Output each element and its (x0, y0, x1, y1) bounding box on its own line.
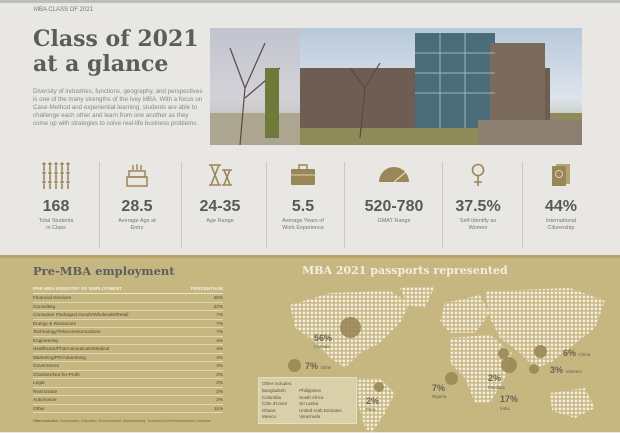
cake-icon (97, 160, 177, 190)
table-row: Marketing/PR/Advertising 4% (33, 354, 223, 362)
country-item: Côte d'Ivoire (262, 401, 288, 407)
table-row: Government 3% (33, 362, 223, 371)
stat-gmat-range: 520-780 GMAT Range (352, 160, 436, 225)
bubble-china (534, 345, 547, 358)
table-row: Energy & Resources 7% (33, 320, 223, 328)
stat-international: 44% International Citizenship (521, 160, 601, 232)
bubble-other (288, 359, 301, 372)
table-row: Engineering 4% (33, 337, 223, 345)
bubble-canada (340, 317, 361, 338)
country-item: Ghana (262, 407, 276, 413)
bubble-nigeria (445, 372, 458, 385)
table-row: Consumer Packaged Goods/Wholesale/Retail… (33, 311, 223, 320)
country-item: Mexico (262, 414, 277, 420)
country-item: Colombia (262, 394, 282, 400)
country-item: Venezuela (299, 414, 321, 420)
divider (442, 162, 443, 248)
country-item: Bangladesh (262, 388, 286, 393)
table-row: Automotive 2% (33, 396, 223, 405)
intro-text: Diversity of industries, functions, geog… (33, 88, 203, 127)
passport-icon (521, 160, 601, 190)
label-peru: 2% (366, 396, 380, 406)
bubble-peru (374, 382, 384, 392)
stat-average-age: 28.5 Average Age at Entry (97, 160, 177, 232)
female-icon (438, 160, 518, 190)
table-row: Charities/Not-for-Profit 2% (33, 371, 223, 379)
label-pakistan: 2% (488, 373, 502, 383)
employment-title: Pre-MBA employment (33, 264, 175, 278)
divider (266, 162, 267, 248)
stat-work-experience: 5.5 Average Years of Work Experience (263, 160, 343, 232)
bubble-vietnam (529, 364, 539, 374)
divider (522, 162, 523, 248)
label-nigeria: 7% (432, 383, 446, 393)
section-divider (0, 255, 620, 258)
table-row: Legal 2% (33, 379, 223, 388)
top-border (0, 0, 620, 3)
table-row: Financial Services 25% (33, 294, 223, 303)
campus-photo (210, 28, 582, 145)
label-china: 6% China (563, 348, 591, 358)
divider (181, 162, 182, 248)
other-countries-box: Other includes: Bangladesh Colombia Côte d… (258, 377, 357, 424)
employment-table: PRE-MBA INDUSTRY OF EMPLOYMENT PERCENTAGE… (33, 286, 223, 413)
table-row: Other 11% (33, 405, 223, 413)
people-icon (16, 160, 96, 190)
table-row: Technology/Telecommunications 7% (33, 328, 223, 337)
country-item: South Africa (299, 394, 324, 400)
label-other: 7% Other (305, 361, 332, 371)
country-item: United Arab Emirates (299, 407, 342, 413)
hourglass-icon (180, 160, 260, 190)
passports-title: MBA 2021 passports represented (302, 264, 508, 277)
table-row: Consulting 22% (33, 303, 223, 311)
label-vietnam: 3% Vietnam (550, 365, 582, 375)
table-header: PRE-MBA INDUSTRY OF EMPLOYMENT PERCENTAGE (33, 286, 223, 294)
world-map (290, 286, 605, 433)
briefcase-icon (263, 160, 343, 190)
divider (344, 162, 345, 248)
stat-age-range: 24-35 Age Range (180, 160, 260, 225)
stat-total-students: 168 Total Students in Class (16, 160, 96, 232)
page-title: Class of 2021 at a glance (33, 26, 199, 77)
country-item: Sri Lanka (299, 401, 319, 407)
country-item: Philippines (299, 388, 321, 393)
bubble-pakistan (498, 348, 509, 359)
bubble-india (501, 357, 517, 373)
kicker: MBA CLASS OF 2021 (34, 7, 94, 13)
stat-women: 37.5% Self-Identify as Women (438, 160, 518, 232)
divider (99, 162, 100, 248)
gauge-icon (352, 160, 436, 190)
label-india: 17% (500, 394, 519, 404)
label-canada: 56% (314, 333, 333, 343)
table-row: Healthcare/Pharmaceuticals/Medical 4% (33, 345, 223, 354)
table-row: Real Estate 2% (33, 388, 223, 396)
employment-note: Other includes: Construction, Education,… (33, 419, 212, 423)
